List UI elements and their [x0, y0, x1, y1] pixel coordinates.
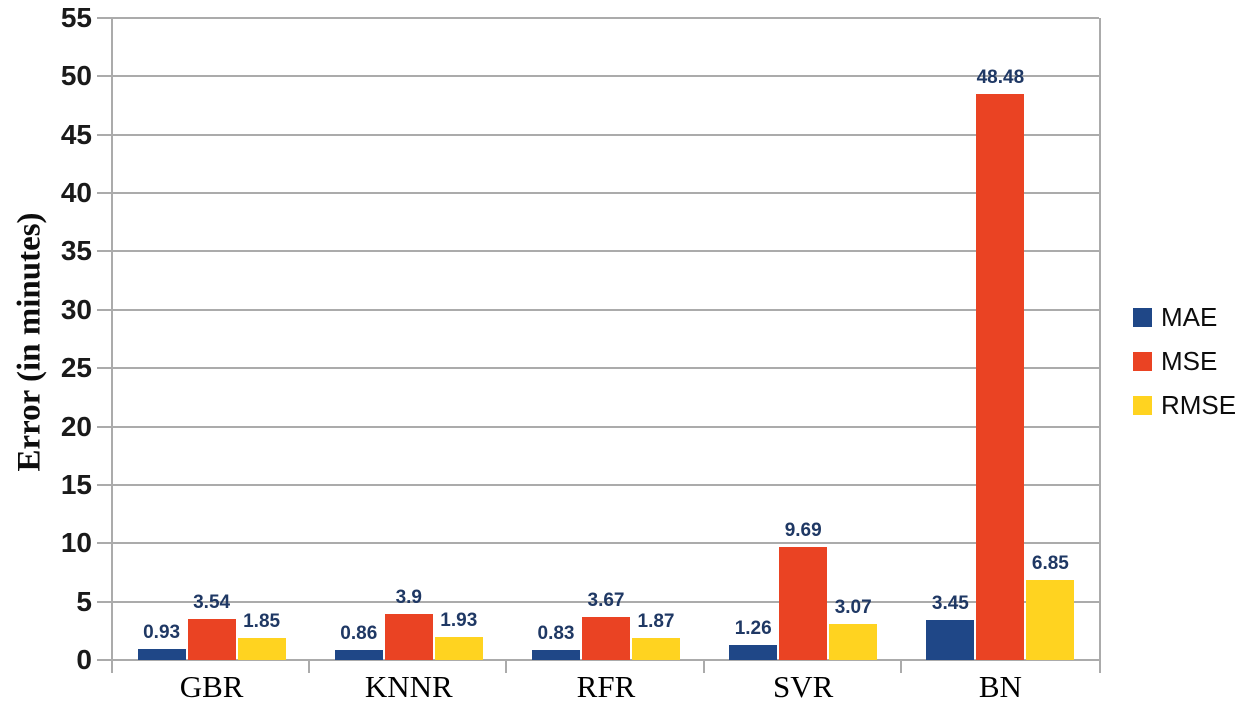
legend-item-mae: MAE — [1133, 302, 1236, 333]
y-axis-tick-0 — [97, 659, 113, 661]
bar-rmse-rfr — [632, 638, 680, 660]
y-tick-label-45: 45 — [60, 118, 92, 150]
x-axis-tick-4 — [899, 660, 902, 673]
y-tick-label-15: 15 — [60, 468, 92, 500]
legend-label-rmse: RMSE — [1161, 390, 1237, 420]
bar-rmse-knnr — [434, 637, 483, 660]
y-axis-tick-35 — [97, 250, 113, 253]
x-axis-tick-0 — [111, 660, 113, 673]
data-label-mae-knnr: 0.86 — [340, 622, 378, 644]
y-axis-tick-5 — [97, 600, 113, 603]
data-label-mse-svr: 9.69 — [784, 519, 822, 541]
data-label-mae-rfr: 0.83 — [537, 623, 575, 645]
gridline-40 — [113, 192, 1099, 195]
data-label-mae-svr: 1.26 — [734, 618, 772, 640]
gridline-20 — [113, 425, 1099, 428]
bar-mse-knnr — [384, 614, 433, 660]
x-axis-label-knnr: KNNR — [364, 669, 453, 704]
x-axis-label-rfr: RFR — [576, 669, 636, 704]
gridline-50 — [113, 75, 1099, 78]
bar-mae-gbr — [137, 649, 186, 660]
gridline-5 — [113, 600, 1099, 603]
data-label-rmse-knnr: 1.93 — [440, 610, 478, 632]
bar-mae-rfr — [532, 650, 580, 660]
y-tick-label-20: 20 — [60, 410, 92, 442]
bar-mse-gbr — [187, 618, 236, 660]
y-tick-label-10: 10 — [60, 527, 92, 559]
data-label-mse-rfr: 3.67 — [587, 590, 625, 612]
legend-swatch-mae — [1133, 308, 1152, 327]
bar-mse-bn — [976, 94, 1025, 660]
y-tick-label-30: 30 — [60, 293, 92, 325]
legend-swatch-mse — [1133, 352, 1152, 371]
bar-rmse-gbr — [237, 638, 286, 660]
legend-label-mae: MAE — [1161, 302, 1218, 332]
plot-right-border — [1099, 18, 1101, 660]
data-label-rmse-bn: 6.85 — [1031, 553, 1069, 575]
data-label-rmse-gbr: 1.85 — [243, 611, 281, 633]
y-axis-line — [111, 18, 113, 660]
x-axis-tick-1 — [308, 660, 311, 673]
data-label-rmse-svr: 3.07 — [834, 597, 872, 619]
gridline-55 — [113, 17, 1099, 19]
bar-mae-svr — [729, 645, 778, 660]
x-axis-label-bn: BN — [978, 669, 1022, 704]
bar-mse-rfr — [582, 617, 630, 660]
x-axis-label-svr: SVR — [773, 669, 834, 704]
y-axis-tick-20 — [97, 425, 113, 428]
y-axis-tick-55 — [97, 17, 113, 19]
legend-item-mse: MSE — [1133, 346, 1236, 377]
data-label-mse-bn: 48.48 — [976, 67, 1025, 89]
gridline-10 — [113, 542, 1099, 545]
legend-item-rmse: RMSE — [1133, 390, 1236, 421]
x-axis-tick-2 — [505, 660, 508, 673]
y-axis-tick-50 — [97, 75, 113, 78]
y-axis-tick-10 — [97, 542, 113, 545]
y-tick-label-0: 0 — [76, 644, 92, 675]
y-axis-tick-15 — [97, 483, 113, 486]
data-label-mse-knnr: 3.9 — [395, 587, 422, 609]
bar-mae-knnr — [334, 649, 383, 660]
legend: MAE MSE RMSE — [1133, 302, 1236, 421]
data-label-mae-gbr: 0.93 — [143, 622, 181, 644]
gridline-30 — [113, 308, 1099, 311]
y-tick-label-35: 35 — [60, 235, 92, 267]
legend-label-mse: MSE — [1161, 346, 1218, 376]
x-axis-tick-end — [1099, 660, 1101, 673]
data-label-mse-gbr: 3.54 — [193, 591, 231, 613]
x-axis-label-gbr: GBR — [179, 669, 244, 704]
data-label-rmse-rfr: 1.87 — [637, 611, 675, 633]
legend-swatch-rmse — [1133, 396, 1152, 415]
gridline-25 — [113, 367, 1099, 370]
y-tick-label-50: 50 — [60, 60, 92, 92]
gridline-0 — [113, 659, 1099, 661]
y-axis-tick-45 — [97, 133, 113, 136]
y-axis-tick-30 — [97, 308, 113, 311]
y-tick-label-40: 40 — [60, 177, 92, 209]
bar-rmse-svr — [829, 624, 878, 660]
x-axis-tick-3 — [702, 660, 705, 673]
y-axis-tick-40 — [97, 192, 113, 195]
data-label-mae-bn: 3.45 — [931, 592, 969, 614]
gridline-15 — [113, 483, 1099, 486]
bar-rmse-bn — [1026, 580, 1075, 660]
gridline-45 — [113, 133, 1099, 136]
y-axis-tick-25 — [97, 367, 113, 370]
y-tick-label-55: 55 — [60, 2, 92, 33]
y-tick-label-25: 25 — [60, 352, 92, 384]
y-tick-label-5: 5 — [76, 585, 92, 617]
gridline-35 — [113, 250, 1099, 253]
bar-mse-svr — [779, 546, 828, 660]
bar-mae-bn — [926, 619, 975, 660]
